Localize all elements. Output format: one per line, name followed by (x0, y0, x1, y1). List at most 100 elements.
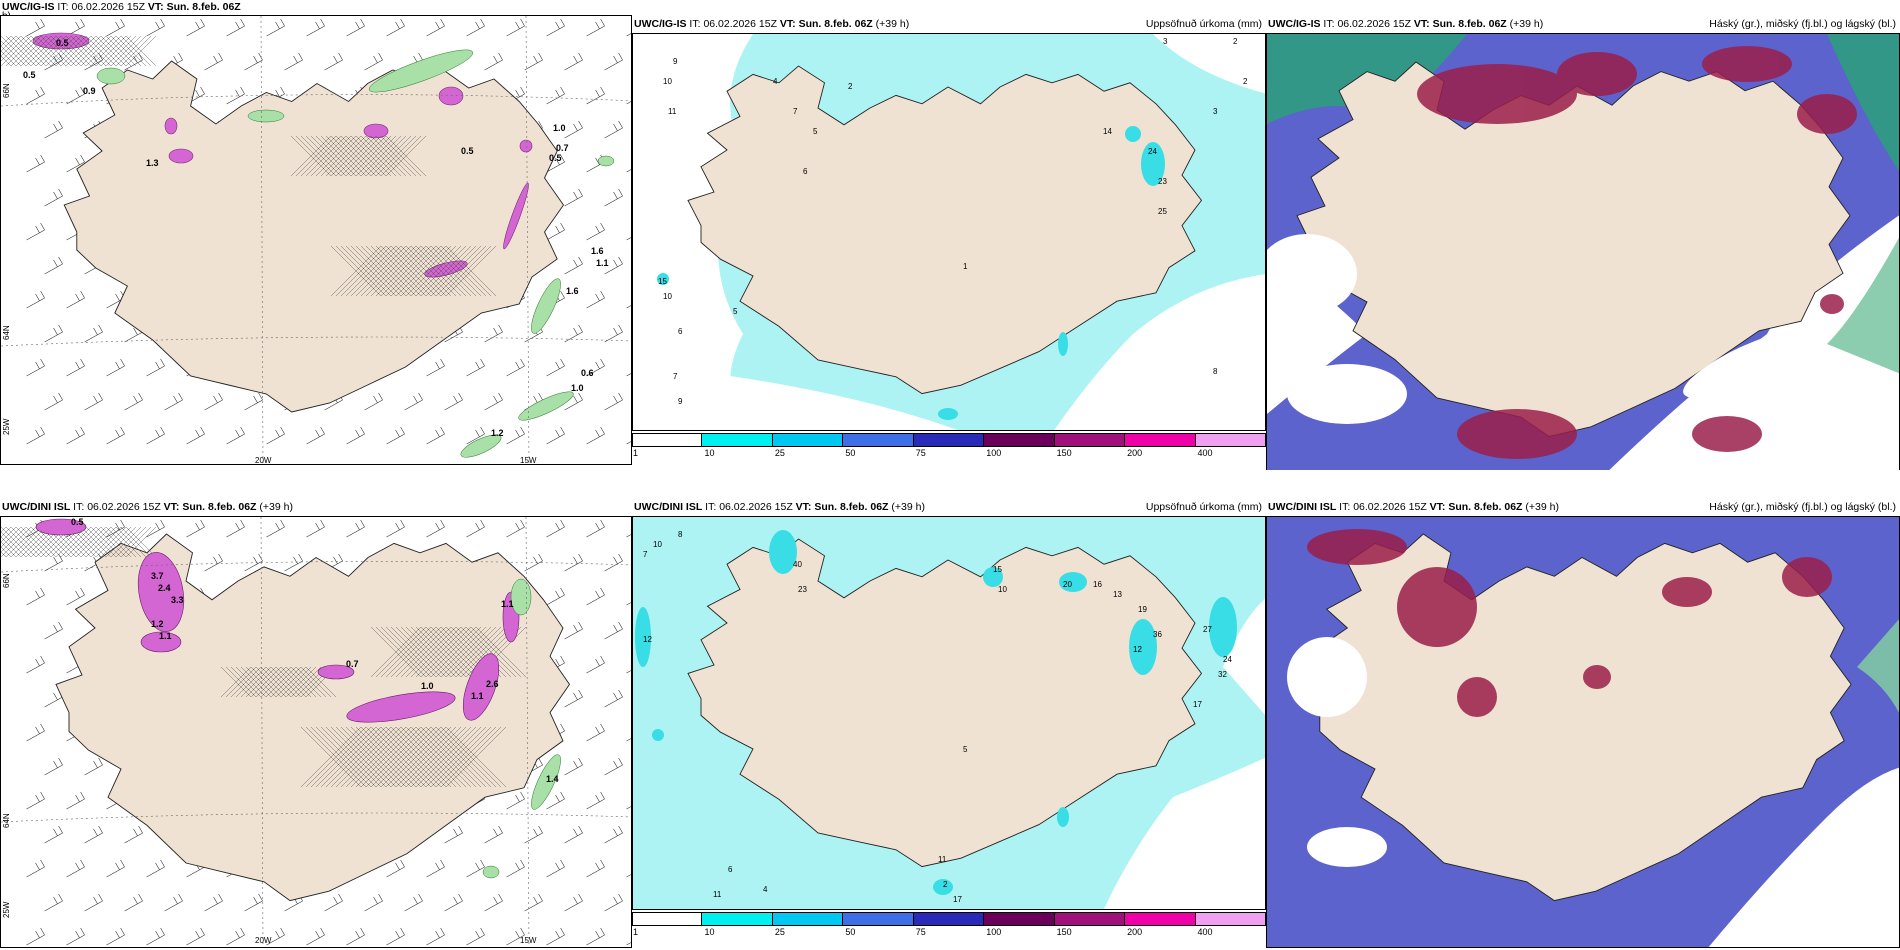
wind-barb (484, 52, 503, 71)
model-name: UWC/IG-IS (2, 1, 55, 13)
it-label: IT: (1339, 501, 1351, 513)
vt-label: VT: (779, 18, 796, 30)
wind-barb (586, 358, 605, 377)
wind-barb (466, 927, 485, 946)
map-frame (1266, 516, 1900, 948)
hatch-areas (1, 526, 527, 788)
hatch-line (305, 135, 347, 177)
value-label: 27 (1203, 625, 1212, 634)
colorbar-tick-label: 75 (915, 927, 926, 937)
hatch-line (445, 245, 497, 297)
it-label: IT: (705, 501, 717, 513)
value-label: 12 (643, 635, 652, 644)
colorbar-swatch (632, 433, 703, 447)
hatch-line (415, 245, 467, 297)
wind-barb (164, 893, 183, 912)
wind-barb (146, 519, 165, 538)
wind-barb (244, 893, 263, 912)
value-label: 11 (938, 855, 947, 864)
model-name: UWC/DINI ISL (634, 501, 703, 513)
wind-barb (604, 120, 623, 139)
wind-barb (586, 222, 605, 241)
vt-value: Sun. 8.feb. 06Z (814, 501, 889, 513)
wind-barb (284, 553, 303, 572)
value-label: 1.0 (553, 123, 566, 133)
colorbar-frame (632, 433, 1266, 447)
value-label: 19 (1138, 605, 1147, 614)
wind-barb (346, 426, 365, 445)
map-frame: 10 8 7 12 40 23 15 10 20 16 13 19 36 27 32 24 17 12 11 2 17 5… (632, 516, 1266, 910)
value-label: 5 (813, 127, 818, 136)
hatch-line (425, 626, 477, 678)
value-label: 10 (998, 585, 1007, 594)
wind-barb (604, 188, 623, 207)
wind-barb (306, 927, 325, 946)
wind-barb (484, 392, 503, 411)
value-label: 10 (663, 292, 672, 301)
value-label: 15 (993, 565, 1002, 574)
wind-barb (524, 893, 543, 912)
wind-barb (204, 553, 223, 572)
wind-barb (564, 256, 583, 275)
wind-barb (604, 893, 623, 912)
hatch-line (350, 135, 392, 177)
hatch-line (450, 626, 502, 678)
wind-barb (586, 655, 605, 674)
wind-barb (506, 18, 525, 37)
wind-barb (546, 791, 565, 810)
hatch-line (390, 626, 442, 678)
wind-barb (546, 426, 565, 445)
value-label: 3 (1163, 37, 1168, 46)
graticule (1, 16, 631, 464)
wind-barb (466, 358, 485, 377)
value-label: 4 (763, 885, 768, 894)
colorbar-swatch (1054, 912, 1126, 926)
wind-barb (284, 52, 303, 71)
value-label: 0.5 (549, 153, 562, 163)
lat-label-66n: 66N (2, 573, 11, 588)
wind-barb (44, 757, 63, 776)
hatch-line (385, 245, 437, 297)
it-value: 06.02.2026 15Z (703, 18, 777, 30)
wind-barb (564, 52, 583, 71)
value-label: 7 (643, 550, 648, 559)
wind-barb (26, 927, 45, 946)
wind-barb (426, 927, 445, 946)
wind-barb (44, 324, 63, 343)
lon-label-15w: 15W (520, 936, 537, 945)
hatch-line (335, 135, 377, 177)
wind-barb (564, 621, 583, 640)
wind-barb (66, 358, 85, 377)
wind-barb (124, 825, 143, 844)
wind-barb (586, 86, 605, 105)
wind-barb (26, 859, 45, 878)
colorbar-tick-label: 150 (1056, 448, 1072, 458)
wind-barb (44, 120, 63, 139)
colorbar-swatch (1125, 433, 1196, 447)
hatch-line (410, 245, 462, 297)
wind-barb (626, 874, 631, 878)
precip-value-labels: 10 8 7 12 40 23 15 10 20 16 13 19 36 27 32 24 17 12 11 2 17 5… (643, 530, 1232, 904)
value-label: 0.6 (581, 368, 594, 378)
wind-barb (586, 519, 605, 538)
hatch-line (435, 726, 497, 788)
wind-map-svg: 0.53.72.43.31.21.10.71.01.12.61.11.4 (1, 517, 631, 947)
colorbar-swatch (913, 912, 985, 926)
hatch-line (380, 245, 432, 297)
hatch-line (125, 35, 157, 67)
wind-barb (626, 534, 631, 538)
lead-time: (+39 h) (1525, 501, 1559, 513)
wind-barb (564, 757, 583, 776)
wind-barb (204, 392, 223, 411)
it-value: 06.02.2026 15Z (1337, 18, 1411, 30)
hatch-areas (1, 35, 497, 297)
value-label: 1.1 (596, 258, 609, 268)
panel-bottom-right-cloud-map: UWC/DINI ISL IT: 06.02.2026 15Z VT: Sun.… (1266, 498, 1900, 950)
hatch-line (440, 626, 492, 678)
wind-barb (66, 859, 85, 878)
colorbar-frame (632, 912, 1266, 926)
hatch-line (420, 626, 472, 678)
hatch-line (425, 245, 477, 297)
model-name: UWC/DINI ISL (2, 501, 71, 513)
value-label: 23 (798, 585, 807, 594)
